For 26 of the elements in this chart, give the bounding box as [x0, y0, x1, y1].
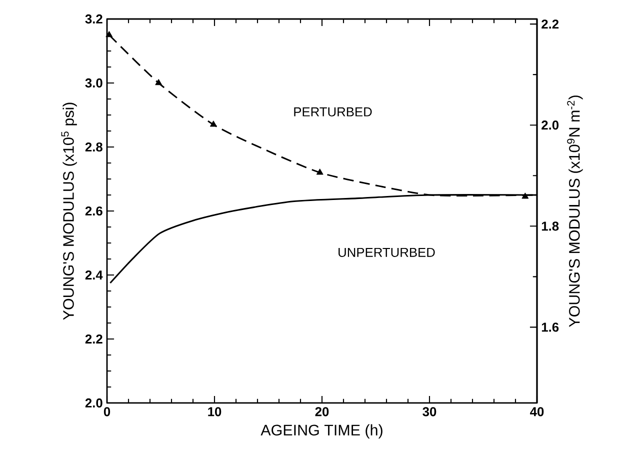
- y-tick-label: 3.2: [85, 14, 102, 24]
- point: [522, 192, 529, 199]
- annotation: UNPERTURBED: [338, 248, 435, 257]
- y2-axis-title: YOUNG'S MODULUS (x10$^{9}$N m$^{-2}$): [567, 96, 583, 328]
- x-tick-label: 10: [208, 407, 222, 416]
- x-tick-label: 30: [422, 407, 436, 416]
- x-tick-label: 20: [315, 407, 329, 416]
- y-tick-label: 2.0: [85, 398, 102, 408]
- y-tick-label: 2.4: [85, 270, 103, 280]
- x-axis-title: AGEING TIME (h): [260, 424, 382, 439]
- y2-tick-label: 2.2: [542, 20, 559, 29]
- point: [106, 31, 113, 38]
- y-axis-title: YOUNG'S MODULUS (x10$^{5}$ psi): [61, 102, 77, 320]
- y2-tick-label: 1.8: [542, 222, 559, 231]
- y-tick-label: 2.6: [85, 206, 102, 216]
- y2-tick-label: 2.0: [542, 120, 559, 130]
- annotation: PERTURBED: [294, 107, 372, 116]
- point: [316, 168, 324, 175]
- y-tick-label: 2.8: [85, 142, 102, 152]
- x-tick-label: 40: [530, 407, 544, 416]
- point: [155, 79, 162, 86]
- y-tick-label: 2.2: [85, 334, 102, 344]
- y2-tick-label: 1.6: [542, 322, 559, 332]
- y-tick-label: 3.0: [85, 78, 102, 88]
- point: [210, 120, 217, 127]
- x-tick-label: 0: [104, 407, 110, 416]
